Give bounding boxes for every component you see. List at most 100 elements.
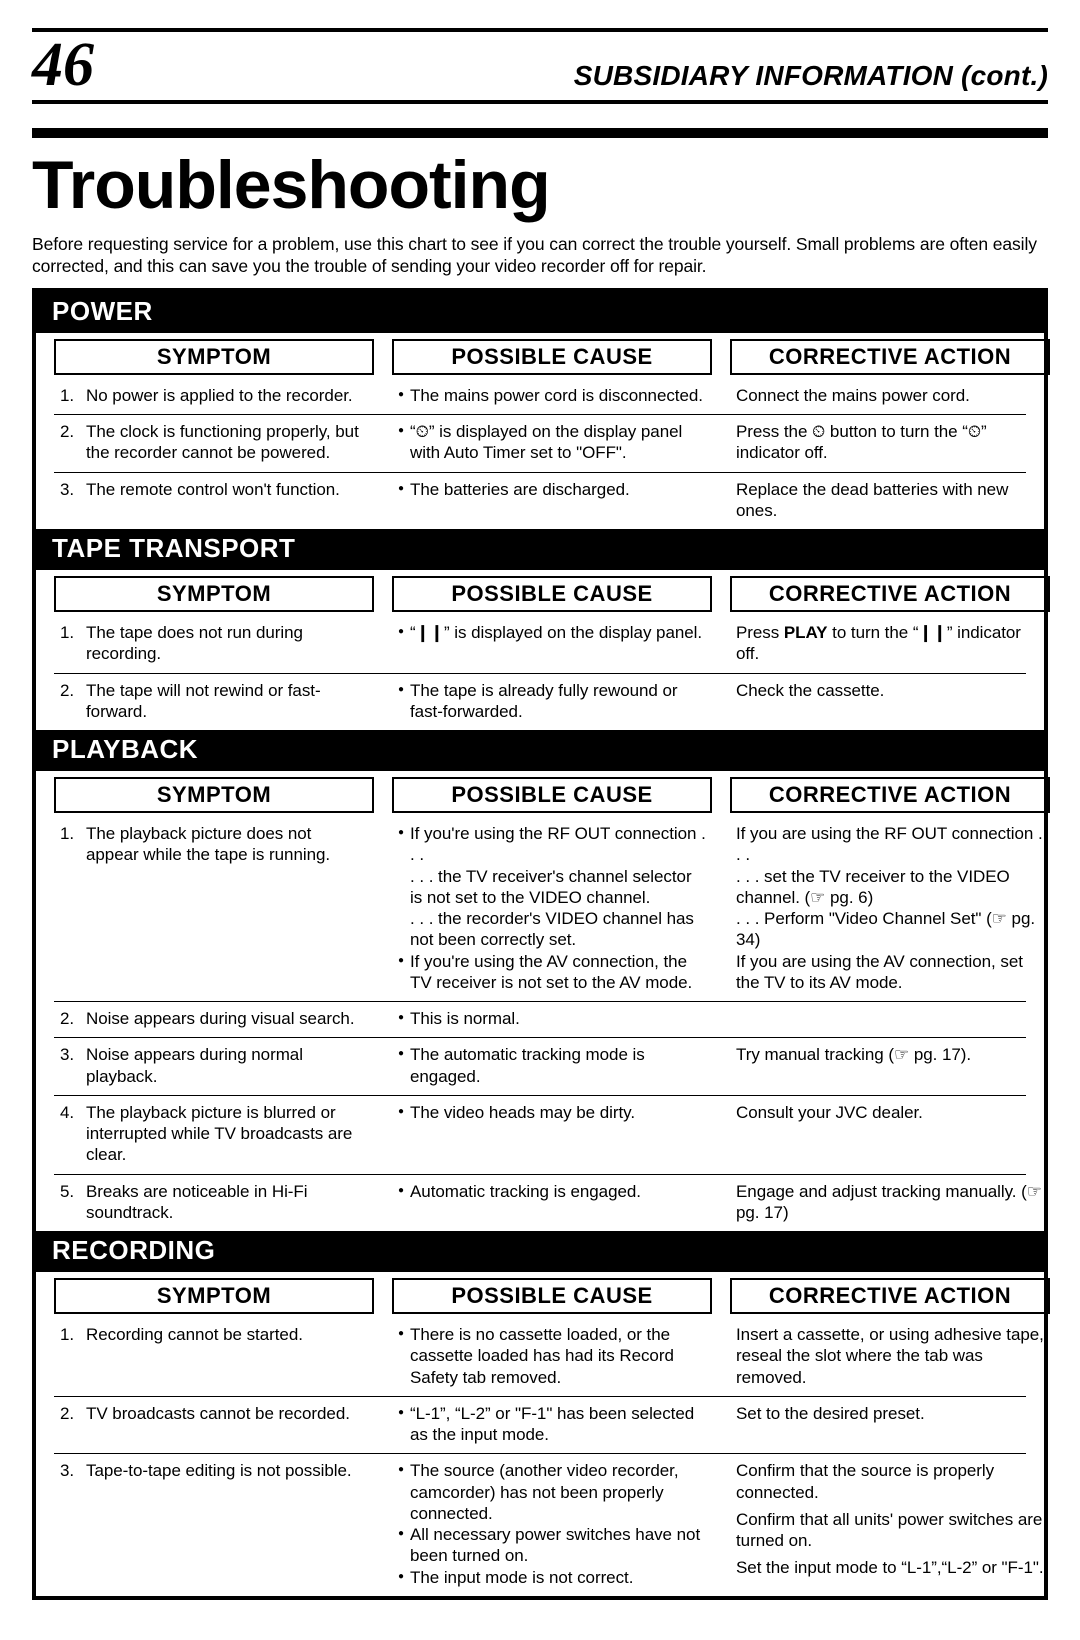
cause-cell: If you're using the RF OUT connection . … <box>392 823 712 993</box>
cause-cell: “❙❙” is displayed on the display panel. <box>392 622 712 665</box>
cause-cell: There is no cassette loaded, or the cass… <box>392 1324 712 1388</box>
action-text: Check the cassette. <box>736 680 1044 701</box>
section-header: SUBSIDIARY INFORMATION (cont.) <box>574 60 1048 92</box>
column-header-action: CORRECTIVE ACTION <box>730 576 1050 612</box>
symptom-number: 3. <box>60 1460 86 1588</box>
symptom-text: Recording cannot be started. <box>86 1324 368 1388</box>
table-row: 1.The playback picture does not appear w… <box>54 817 1026 1001</box>
action-cell: Set to the desired preset. <box>730 1403 1050 1446</box>
cause-item: “❙❙” is displayed on the display panel. <box>398 622 706 643</box>
column-header-symptom: SYMPTOM <box>54 777 374 813</box>
cause-item: The input mode is not correct. <box>398 1567 706 1588</box>
table-row: 1.No power is applied to the recorder. Th… <box>54 379 1026 414</box>
action-cell: Consult your JVC dealer. <box>730 1102 1050 1166</box>
action-text: If you are using the RF OUT connection .… <box>736 823 1044 993</box>
symptom-cell: 1.Recording cannot be started. <box>54 1324 374 1388</box>
symptom-cell: 3.The remote control won't function. <box>54 479 374 522</box>
table-row: 2.The tape will not rewind or fast-forwa… <box>54 673 1026 731</box>
symptom-cell: 4.The playback picture is blurred or int… <box>54 1102 374 1166</box>
action-cell: Press PLAY to turn the “❙❙” indicator of… <box>730 622 1050 665</box>
symptom-text: The remote control won't function. <box>86 479 368 522</box>
symptom-cell: 2.Noise appears during visual search. <box>54 1008 374 1029</box>
column-headers: SYMPTOMPOSSIBLE CAUSECORRECTIVE ACTION <box>36 771 1044 817</box>
action-cell: Connect the mains power cord. <box>730 385 1050 406</box>
action-text: Connect the mains power cord. <box>736 385 1044 406</box>
rows: 1.The playback picture does not appear w… <box>36 817 1044 1231</box>
top-rule <box>32 28 1048 32</box>
symptom-number: 2. <box>60 680 86 723</box>
column-header-cause: POSSIBLE CAUSE <box>392 1278 712 1314</box>
symptom-number: 3. <box>60 479 86 522</box>
symptom-text: The clock is functioning properly, but t… <box>86 421 368 464</box>
symptom-cell: 1.No power is applied to the recorder. <box>54 385 374 406</box>
symptom-cell: 2.The tape will not rewind or fast-forwa… <box>54 680 374 723</box>
cause-item: There is no cassette loaded, or the cass… <box>398 1324 706 1388</box>
column-header-symptom: SYMPTOM <box>54 339 374 375</box>
cause-cell: The automatic tracking mode is engaged. <box>392 1044 712 1087</box>
action-cell: Insert a cassette, or using adhesive tap… <box>730 1324 1050 1388</box>
action-text: Engage and adjust tracking manually. (☞ … <box>736 1181 1044 1224</box>
symptom-number: 2. <box>60 1008 86 1029</box>
cause-item: This is normal. <box>398 1008 706 1029</box>
action-cell: Confirm that the source is properly conn… <box>730 1460 1050 1588</box>
symptom-cell: 3.Tape-to-tape editing is not possible. <box>54 1460 374 1588</box>
symptom-number: 5. <box>60 1181 86 1224</box>
table-row: 5.Breaks are noticeable in Hi-Fi soundtr… <box>54 1174 1026 1232</box>
action-cell: Check the cassette. <box>730 680 1050 723</box>
symptom-number: 1. <box>60 385 86 406</box>
column-headers: SYMPTOMPOSSIBLE CAUSECORRECTIVE ACTION <box>36 1272 1044 1318</box>
column-header-cause: POSSIBLE CAUSE <box>392 777 712 813</box>
troubleshooting-frame: POWERSYMPTOMPOSSIBLE CAUSECORRECTIVE ACT… <box>32 288 1048 1600</box>
symptom-cell: 1.The playback picture does not appear w… <box>54 823 374 993</box>
cause-item: The automatic tracking mode is engaged. <box>398 1044 706 1087</box>
symptom-text: Breaks are noticeable in Hi-Fi soundtrac… <box>86 1181 368 1224</box>
category-bar: RECORDING <box>36 1231 1044 1272</box>
symptom-text: No power is applied to the recorder. <box>86 385 368 406</box>
page: 46 SUBSIDIARY INFORMATION (cont.) Troubl… <box>0 0 1080 1640</box>
table-row: 2.Noise appears during visual search. Thi… <box>54 1001 1026 1037</box>
symptom-number: 2. <box>60 421 86 464</box>
action-text: Replace the dead batteries with new ones… <box>736 479 1044 522</box>
symptom-cell: 2.The clock is functioning properly, but… <box>54 421 374 464</box>
action-cell <box>730 1008 1050 1029</box>
column-header-action: CORRECTIVE ACTION <box>730 339 1050 375</box>
cause-item: All necessary power switches have not be… <box>398 1524 706 1567</box>
table-row: 3.The remote control won't function.The … <box>54 472 1026 530</box>
symptom-text: TV broadcasts cannot be recorded. <box>86 1403 368 1446</box>
column-headers: SYMPTOMPOSSIBLE CAUSECORRECTIVE ACTION <box>36 570 1044 616</box>
table-row: 3.Noise appears during normal playback. T… <box>54 1037 1026 1095</box>
cause-item: The mains power cord is disconnected. <box>398 385 706 406</box>
cause-cell: This is normal. <box>392 1008 712 1029</box>
cause-cell: The tape is already fully rewound or fas… <box>392 680 712 723</box>
page-number: 46 <box>32 34 94 96</box>
rows: 1.Recording cannot be started. There is n… <box>36 1318 1044 1596</box>
action-cell: Try manual tracking (☞ pg. 17). <box>730 1044 1050 1087</box>
rows: 1.The tape does not run during recording… <box>36 616 1044 730</box>
symptom-text: Noise appears during visual search. <box>86 1008 368 1029</box>
symptom-number: 3. <box>60 1044 86 1087</box>
cause-item: Automatic tracking is engaged. <box>398 1181 706 1202</box>
action-text: Try manual tracking (☞ pg. 17). <box>736 1044 1044 1065</box>
table-row: 2.TV broadcasts cannot be recorded.“L-1”… <box>54 1396 1026 1454</box>
table-row: 1.The tape does not run during recording… <box>54 616 1026 673</box>
column-header-symptom: SYMPTOM <box>54 576 374 612</box>
symptom-number: 1. <box>60 622 86 665</box>
symptom-cell: 2.TV broadcasts cannot be recorded. <box>54 1403 374 1446</box>
column-header-cause: POSSIBLE CAUSE <box>392 339 712 375</box>
table-row: 4.The playback picture is blurred or int… <box>54 1095 1026 1174</box>
cause-item: If you're using the AV connection, the T… <box>398 951 706 994</box>
category-bar: TAPE TRANSPORT <box>36 529 1044 570</box>
cause-item: If you're using the RF OUT connection . … <box>398 823 706 951</box>
cause-cell: Automatic tracking is engaged. <box>392 1181 712 1224</box>
symptom-text: The playback picture is blurred or inter… <box>86 1102 368 1166</box>
categories-container: POWERSYMPTOMPOSSIBLE CAUSECORRECTIVE ACT… <box>36 292 1044 1596</box>
table-row: 1.Recording cannot be started. There is n… <box>54 1318 1026 1396</box>
header-row: 46 SUBSIDIARY INFORMATION (cont.) <box>32 34 1048 104</box>
rows: 1.No power is applied to the recorder. Th… <box>36 379 1044 529</box>
cause-cell: The batteries are discharged. <box>392 479 712 522</box>
action-text: Consult your JVC dealer. <box>736 1102 1044 1123</box>
action-text: Confirm that all units' power switches a… <box>736 1509 1044 1552</box>
symptom-text: The tape will not rewind or fast-forward… <box>86 680 368 723</box>
symptom-number: 2. <box>60 1403 86 1446</box>
symptom-text: Noise appears during normal playback. <box>86 1044 368 1087</box>
